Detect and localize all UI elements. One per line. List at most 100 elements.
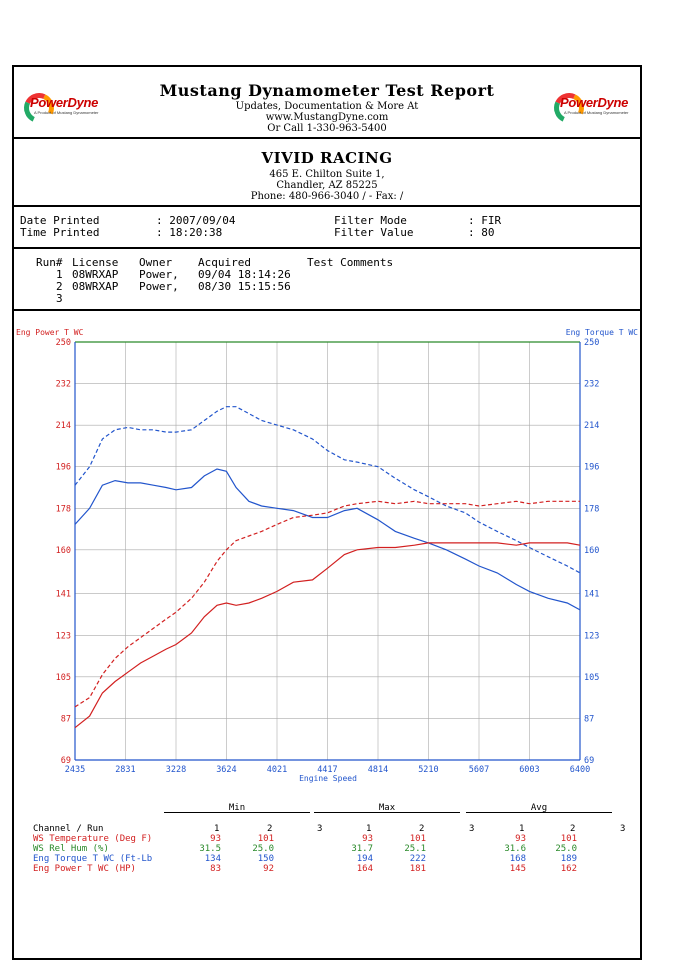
header-phone: Or Call 1-330-963-5400 xyxy=(267,123,387,134)
stats-cell: 93 xyxy=(210,834,221,844)
print-info: Date Printed : 2007/09/04 Time Printed :… xyxy=(14,207,640,249)
runs-header-comments: Test Comments xyxy=(307,256,394,269)
filter-mode-label: Filter Mode xyxy=(334,214,407,227)
stats-cell: 162 xyxy=(560,864,577,874)
min-group-header: Min xyxy=(228,803,246,813)
chart-ticks: 2435 2831 3228 3624 4021 4417 4814 5210 5607 6003… xyxy=(56,338,600,775)
run-license: 08WRXAP xyxy=(72,280,119,293)
shop-info: VIVID RACING 465 E. Chilton Suite 1, Cha… xyxy=(14,139,640,207)
x-tick-label: 4417 xyxy=(317,765,337,775)
stats-row-label: WS Temperature (Deg F) xyxy=(33,834,153,844)
stats-cell: 31.6 xyxy=(504,844,526,854)
power-run-1-line xyxy=(74,542,581,729)
stats-cell: 25.0 xyxy=(252,844,274,854)
stats-cell: 222 xyxy=(409,854,426,864)
chart-grid xyxy=(74,341,581,761)
x-tick-label: 5607 xyxy=(469,765,489,775)
stats-cell: 164 xyxy=(356,864,373,874)
shop-address-2: Chandler, AZ 85225 xyxy=(276,180,378,191)
stats-row-label: Eng Power T WC (HP) xyxy=(33,864,136,874)
time-printed-value: : 18:20:38 xyxy=(156,226,223,239)
x-tick-label: 4021 xyxy=(267,765,287,775)
runs-header-run: Run# xyxy=(36,256,63,269)
run-owner: Power, xyxy=(139,268,179,281)
stats-cell: 101 xyxy=(409,834,426,844)
stats-cell: 134 xyxy=(204,854,221,864)
left-tick-label: 69 xyxy=(61,756,71,766)
stats-cell: 93 xyxy=(515,834,526,844)
right-tick-label: 214 xyxy=(584,421,599,431)
stats-cell: 25.0 xyxy=(555,844,577,854)
run-column-header: 3 xyxy=(317,824,323,834)
right-tick-label: 250 xyxy=(584,338,599,348)
right-axis-label: Eng Torque T WC xyxy=(566,328,638,337)
torque-run-1-line xyxy=(74,468,581,611)
run-column-header: 1 xyxy=(214,824,220,834)
run-column-header: 1 xyxy=(366,824,372,834)
stats-row-label: WS Rel Hum (%) xyxy=(33,844,109,854)
report-header: PowerDyne A Product of Mustang Dynamomet… xyxy=(14,67,640,139)
stats-cell: 31.5 xyxy=(199,844,221,854)
left-tick-label: 141 xyxy=(56,590,71,600)
x-axis-label: Engine Speed xyxy=(299,774,357,783)
date-printed-value: : 2007/09/04 xyxy=(156,214,236,227)
filter-mode-value: : FIR xyxy=(468,214,502,227)
x-tick-label: 3624 xyxy=(216,765,236,775)
run-number: 3 xyxy=(56,292,63,305)
x-tick-label: 2831 xyxy=(115,765,135,775)
stats-cell: 101 xyxy=(560,834,577,844)
header-line-1: Updates, Documentation & More At xyxy=(235,101,419,112)
date-printed-label: Date Printed xyxy=(20,214,100,227)
powerdyne-logo-right: PowerDyne A Product of Mustang Dynamomet… xyxy=(549,88,632,128)
run-column-header: 3 xyxy=(620,824,626,834)
stats-cell: 25.1 xyxy=(404,844,426,854)
report-title: Mustang Dynamometer Test Report xyxy=(159,81,495,100)
run-column-header: 1 xyxy=(519,824,525,834)
run-number: 2 xyxy=(56,280,63,293)
run-number: 1 xyxy=(56,268,63,281)
right-tick-label: 160 xyxy=(584,546,599,556)
stats-cell: 168 xyxy=(509,854,526,864)
left-tick-label: 214 xyxy=(56,421,71,431)
right-tick-label: 178 xyxy=(584,504,599,514)
x-tick-label: 3228 xyxy=(166,765,186,775)
shop-name: VIVID RACING xyxy=(261,149,393,167)
header-website: www.MustangDyne.com xyxy=(265,112,389,123)
x-tick-label: 4814 xyxy=(368,765,388,775)
avg-group-rule xyxy=(466,812,612,813)
runs-header-acquired: Acquired xyxy=(198,256,251,269)
run-license: 08WRXAP xyxy=(72,268,119,281)
stats-cell: 189 xyxy=(560,854,577,864)
left-tick-label: 178 xyxy=(56,504,71,514)
max-group-header: Max xyxy=(378,803,396,813)
stats-table: Min Max Avg Channel / Run 1 2 3 1 2 3 1 2 3 WS Te… xyxy=(12,800,642,900)
runs-table: Run# License Owner Acquired Test Comment… xyxy=(14,249,640,311)
time-printed-label: Time Printed xyxy=(20,226,100,239)
max-group-rule xyxy=(314,812,460,813)
report-sheet: PowerDyne A Product of Mustang Dynamomet… xyxy=(12,65,642,960)
stats-cell: 145 xyxy=(509,864,526,874)
x-tick-label: 6400 xyxy=(570,765,590,775)
stats-cell: 101 xyxy=(257,834,274,844)
stats-cell: 31.7 xyxy=(351,844,373,854)
x-tick-label: 2435 xyxy=(65,765,85,775)
channel-run-header: Channel / Run xyxy=(33,824,104,834)
stats-cell: 150 xyxy=(257,854,274,864)
run-owner: Power, xyxy=(139,280,179,293)
stats-cell: 194 xyxy=(356,854,373,864)
right-tick-label: 87 xyxy=(584,714,594,724)
stats-cell: 83 xyxy=(210,864,221,874)
left-tick-label: 232 xyxy=(56,380,71,390)
left-tick-label: 250 xyxy=(56,338,71,348)
run-column-header: 2 xyxy=(419,824,425,834)
left-axis-label: Eng Power T WC xyxy=(16,328,84,337)
run-column-header: 2 xyxy=(570,824,576,834)
right-tick-label: 196 xyxy=(584,463,599,473)
left-tick-label: 160 xyxy=(56,546,71,556)
run-column-header: 2 xyxy=(267,824,273,834)
stats-cell: 92 xyxy=(263,864,274,874)
powerdyne-logo-left: PowerDyne A Product of Mustang Dynamomet… xyxy=(19,88,102,128)
torque-run-2-line xyxy=(74,406,581,574)
runs-header-owner: Owner xyxy=(139,256,173,269)
